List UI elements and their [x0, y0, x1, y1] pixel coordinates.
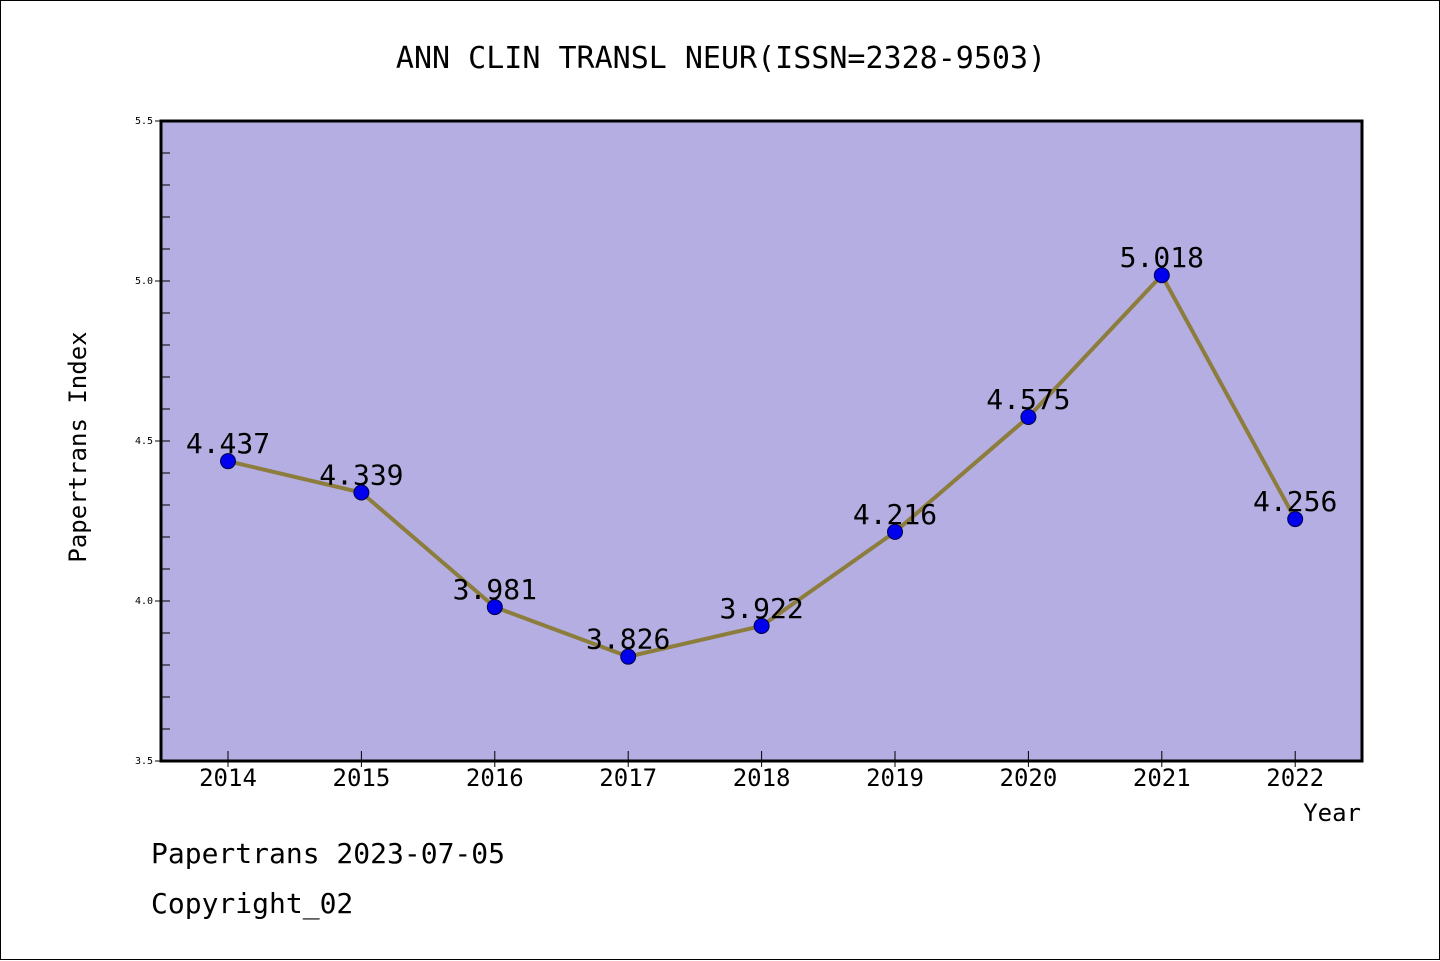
data-label: 3.981 — [453, 573, 537, 606]
x-tick-label: 2014 — [199, 764, 257, 792]
data-label: 4.339 — [319, 459, 403, 492]
data-label: 3.922 — [719, 592, 803, 625]
footer-copyright: Copyright_02 — [151, 887, 354, 920]
data-label: 4.256 — [1253, 485, 1337, 518]
x-tick-label: 2017 — [599, 764, 657, 792]
x-tick-label: 2015 — [333, 764, 391, 792]
data-point — [887, 523, 903, 540]
x-tick-label: 2020 — [1000, 764, 1058, 792]
y-tick-label: 5.5 — [135, 116, 153, 127]
data-label: 4.575 — [986, 383, 1070, 416]
plot-border — [159, 119, 1364, 763]
y-axis-label: Papertrans Index — [64, 331, 92, 562]
y-tick-label: 4.5 — [135, 436, 153, 447]
x-tick-label: 2016 — [466, 764, 524, 792]
data-point — [620, 648, 637, 665]
data-label: 4.437 — [186, 427, 270, 460]
data-label: 4.216 — [853, 498, 937, 531]
data-label: 5.018 — [1120, 241, 1204, 274]
y-tick-label: 3.5 — [135, 756, 153, 767]
y-tick-label: 5.0 — [135, 276, 153, 287]
footer-date: Papertrans 2023-07-05 — [151, 837, 506, 870]
data-label: 3.826 — [586, 623, 670, 656]
x-axis-label: Year — [1303, 799, 1361, 827]
data-point — [1153, 267, 1170, 284]
data-point — [1287, 511, 1304, 528]
data-point — [220, 453, 236, 470]
x-tick-label: 2019 — [866, 764, 924, 792]
x-tick-label: 2021 — [1133, 764, 1191, 792]
data-point — [486, 599, 503, 616]
plot-area — [161, 121, 1362, 761]
data-point — [753, 617, 770, 634]
data-point — [353, 484, 370, 501]
x-tick-label: 2022 — [1266, 764, 1324, 792]
chart-title: ANN CLIN TRANSL NEUR(ISSN=2328-9503) — [396, 41, 1046, 76]
x-tick-label: 2018 — [733, 764, 791, 792]
y-tick-label: 4.0 — [135, 596, 153, 607]
data-point — [1020, 409, 1037, 425]
